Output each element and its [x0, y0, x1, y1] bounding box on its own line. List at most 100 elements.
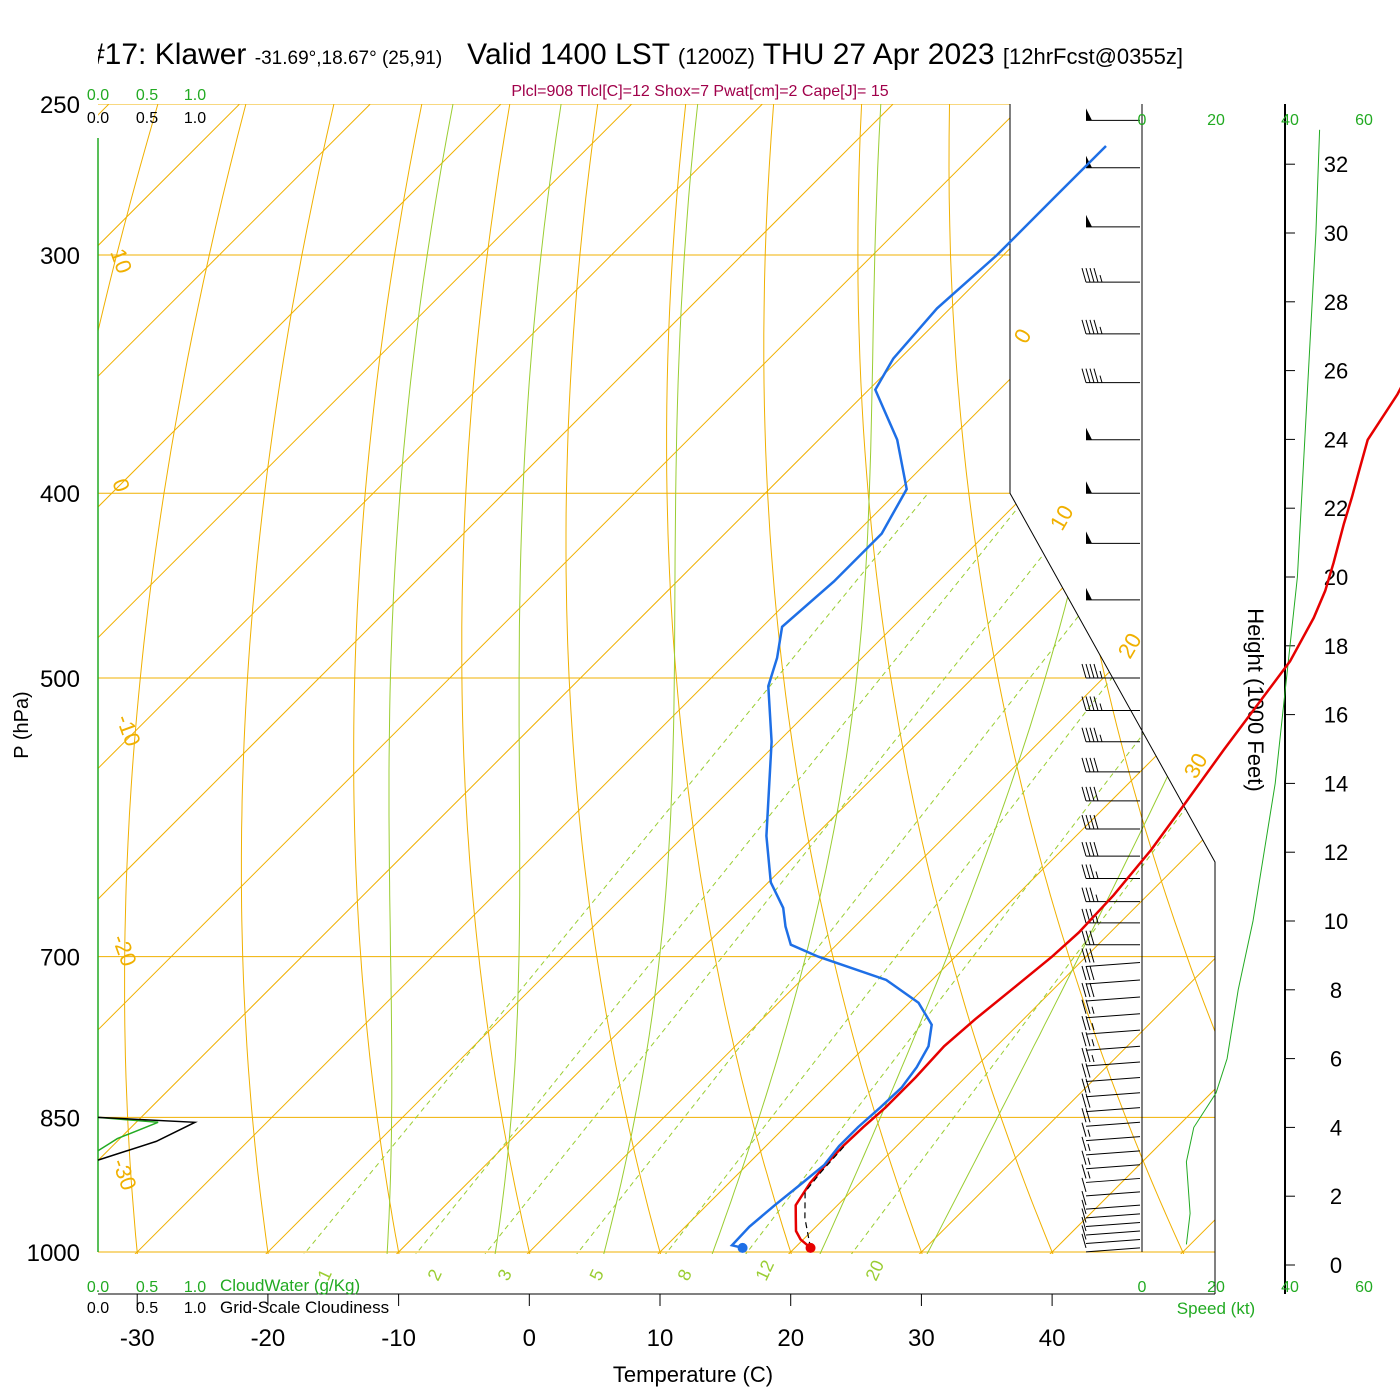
barb-staff	[1085, 1191, 1141, 1197]
barb-staff	[1085, 1164, 1141, 1170]
height-tick-label: 30	[1324, 221, 1348, 246]
barb-staff	[1085, 996, 1141, 1002]
height-tick-label: 26	[1324, 359, 1348, 384]
barb-full	[1081, 887, 1087, 902]
dry-adiabat	[353, 104, 423, 1293]
height-tick-label: 0	[1330, 1253, 1342, 1278]
height-tick-label: 22	[1324, 496, 1348, 521]
isotherm-line	[488, 562, 1218, 1293]
chart-title: #17: Klawer -31.69°,18.67° (25,91) Valid…	[88, 38, 1183, 72]
barb-full	[1093, 786, 1099, 802]
bottom-mask	[0, 1254, 1400, 1400]
barb-half	[1091, 1039, 1095, 1047]
cloudwater-curve	[97, 1116, 159, 1152]
barb-half	[1099, 326, 1103, 335]
dry-adiabat	[565, 104, 673, 1293]
barb-staff	[1085, 1121, 1141, 1127]
pressure-tick-label: 850	[40, 1105, 80, 1132]
speed-bottom-tick: 60	[1355, 1279, 1373, 1296]
moist-adiabat	[906, 668, 1218, 1293]
pressure-tick-label: 500	[40, 666, 80, 693]
forecast-info: [12hrFcst@0355z]	[1002, 44, 1183, 69]
wind-barb	[1081, 1093, 1141, 1113]
barb-half	[1099, 703, 1103, 711]
wind-barb	[1081, 786, 1140, 802]
barb-full	[1093, 814, 1099, 830]
barb-full	[1089, 696, 1095, 711]
cloudiness-curve	[97, 1116, 198, 1161]
barb-full	[1089, 908, 1095, 923]
pressure-tick-label: 700	[40, 945, 80, 972]
speed-top-tick: 0	[1138, 112, 1147, 129]
cloudwater-top-tick: 0.0	[87, 87, 109, 104]
isotherm-line	[98, 104, 1025, 1031]
wind-barb	[1081, 727, 1140, 743]
temperature-tick-label: 10	[647, 1325, 674, 1352]
isotherm-label: -30	[107, 1155, 141, 1193]
barb-full	[1081, 1233, 1087, 1248]
barb-full	[1093, 663, 1099, 679]
wind-barb	[1081, 999, 1141, 1019]
height-tick-label: 32	[1324, 152, 1348, 177]
barb-full	[1085, 267, 1091, 283]
barb-pennant	[1086, 531, 1092, 544]
dry-adiabat	[461, 104, 540, 1293]
barb-full	[1085, 696, 1091, 711]
barb-full	[1085, 786, 1091, 802]
wind-barb	[1081, 1233, 1141, 1253]
barb-full	[1081, 1122, 1087, 1137]
valid-date: THU 27 Apr 2023	[762, 38, 995, 71]
barb-half	[1095, 894, 1099, 902]
barb-full	[1085, 999, 1091, 1014]
barb-full	[1081, 368, 1087, 383]
wind-barb	[1081, 965, 1141, 985]
station-name: #17: Klawer	[88, 38, 247, 71]
height-tick-label: 2	[1330, 1184, 1342, 1209]
wind-barb	[1086, 108, 1140, 121]
temperature-tick-label: 40	[1039, 1325, 1066, 1352]
barb-half	[1099, 274, 1103, 283]
wind-barbs	[1081, 108, 1141, 1253]
isotherm-line	[619, 693, 1218, 1293]
barb-half	[1087, 1143, 1091, 1151]
barb-full	[1081, 1032, 1087, 1047]
barb-staff	[1085, 1213, 1141, 1219]
speed-bottom-tick: 40	[1281, 1279, 1299, 1296]
wind-speed-curve	[1185, 129, 1321, 1245]
utc-time: (1200Z)	[677, 44, 755, 69]
height-axis-title: Height (1000 Feet)	[1243, 608, 1268, 791]
isotherm-line	[98, 104, 372, 378]
cloudwater-top-tick: 0.5	[136, 87, 158, 104]
barb-full	[1085, 948, 1091, 963]
wind-barb	[1081, 1216, 1141, 1236]
temperature-axis-title: Temperature (C)	[613, 1362, 773, 1387]
barb-half	[1095, 871, 1099, 879]
barb-staff	[1085, 1029, 1141, 1035]
sounding-indices: Plcl=908 Tlcl[C]=12 Shox=7 Pwat[cm]=2 Ca…	[511, 83, 889, 100]
mixing-ratio-line	[635, 540, 1218, 1293]
dry-adiabat	[857, 104, 1070, 1293]
barb-full	[1081, 757, 1087, 772]
barb-full	[1089, 930, 1095, 945]
barb-staff	[1085, 1238, 1141, 1244]
barb-full	[1085, 814, 1091, 830]
height-tick-label: 4	[1330, 1115, 1342, 1140]
speed-axis-label: Speed (kt)	[1177, 1299, 1255, 1318]
mixing-ratio-line	[384, 492, 1031, 1293]
wind-barb	[1081, 1122, 1141, 1142]
barb-full	[1089, 267, 1095, 283]
cloudiness-top-tick: 1.0	[184, 110, 206, 127]
temperature-tick-label: 0	[523, 1325, 536, 1352]
wind-barb	[1081, 1032, 1141, 1051]
isotherm-label: -10	[111, 711, 145, 749]
dry-adiabat	[948, 104, 1203, 1293]
barb-full	[1085, 1108, 1091, 1123]
wind-barb	[1086, 427, 1140, 441]
wind-barb	[1081, 1177, 1141, 1197]
barb-staff	[1085, 1013, 1141, 1019]
isotherm-label: 10	[105, 245, 137, 277]
wind-barb	[1081, 1047, 1141, 1067]
cloudwater-top-tick: 1.0	[184, 87, 206, 104]
wind-barb	[1081, 948, 1141, 968]
barb-staff	[1085, 1045, 1141, 1051]
